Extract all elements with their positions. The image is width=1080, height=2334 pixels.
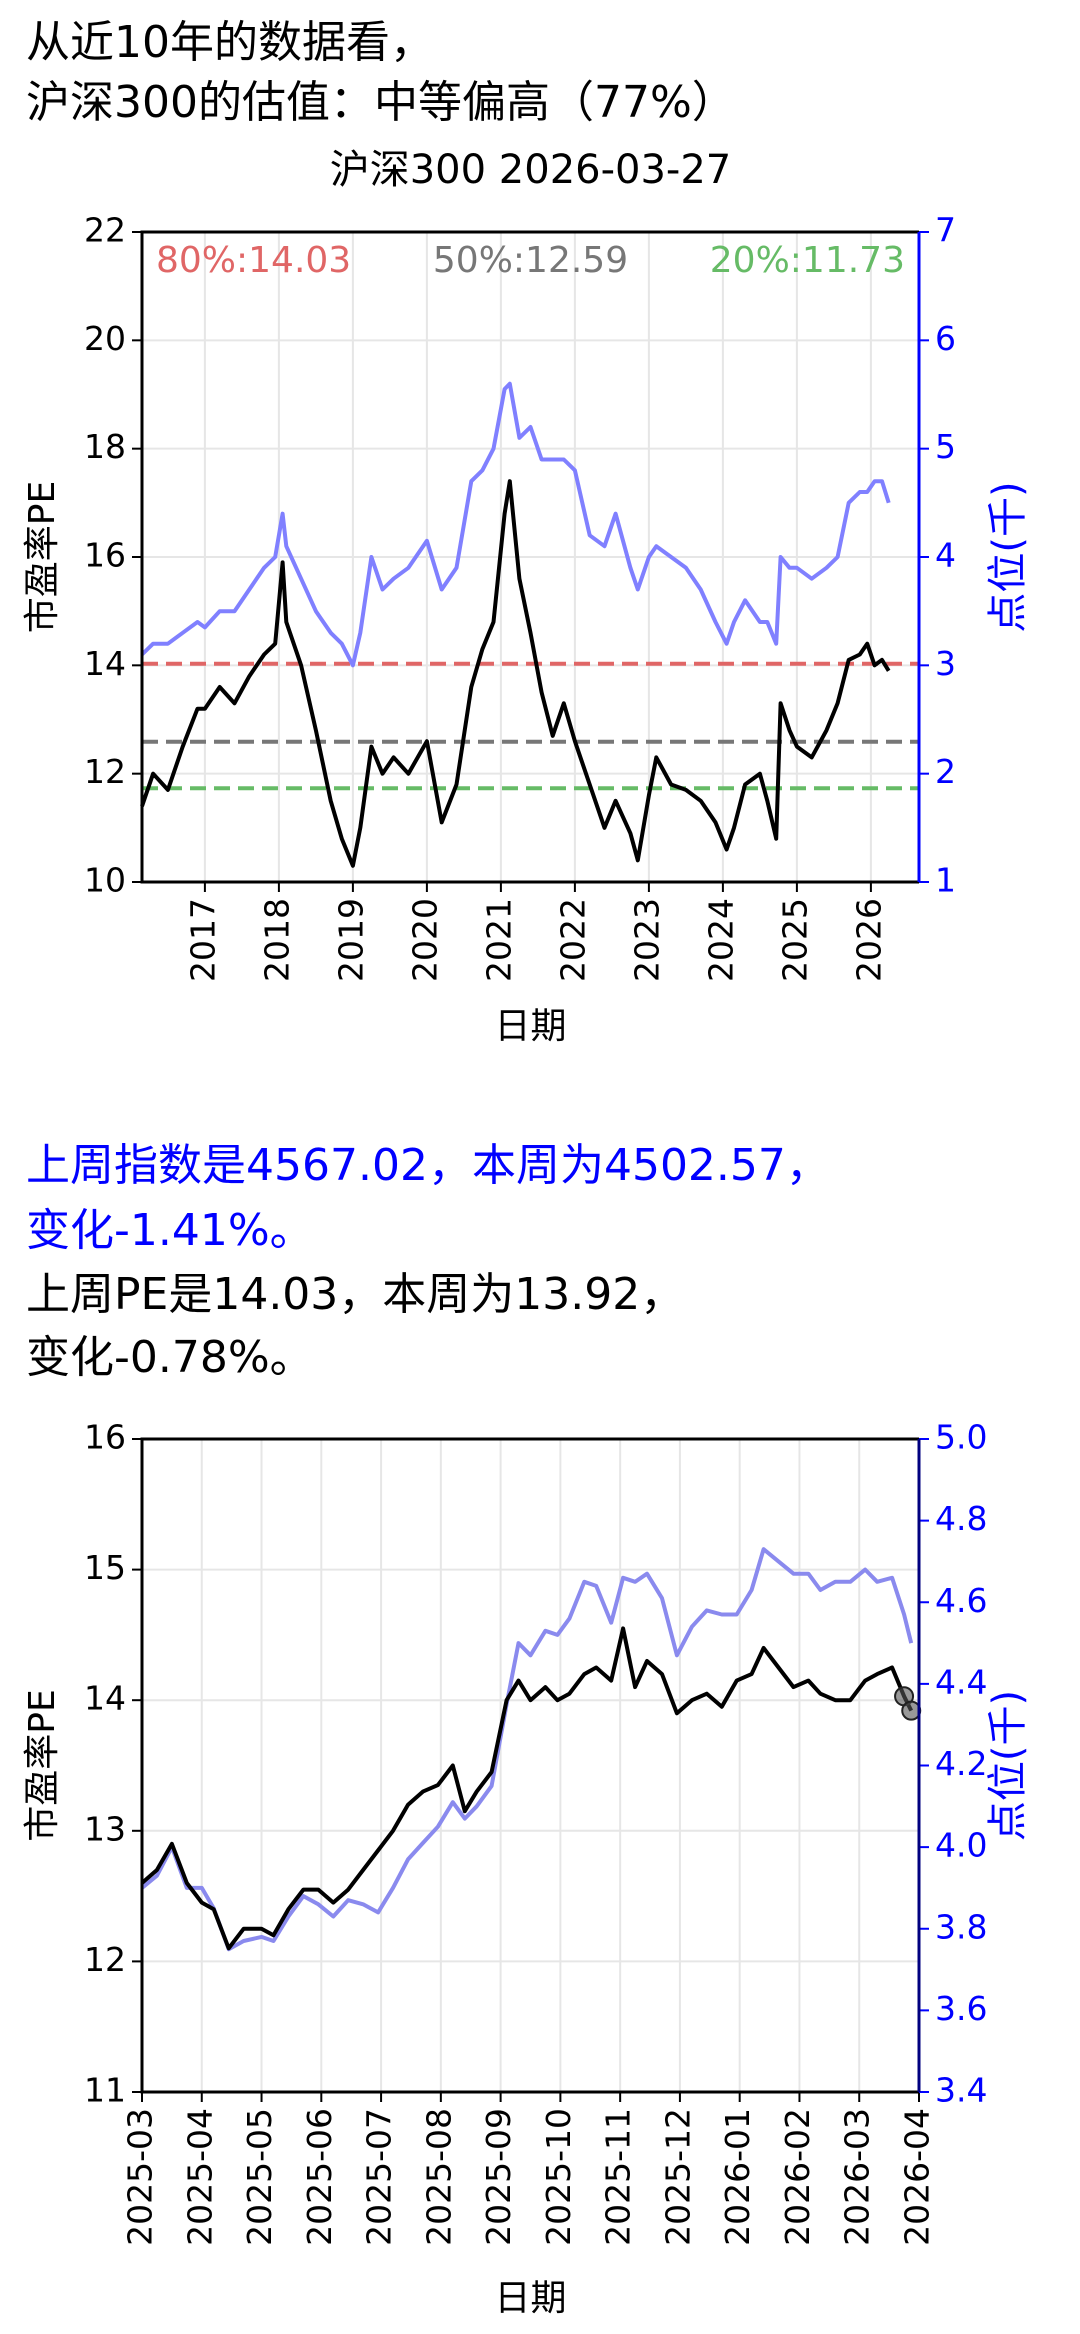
x-axis-label: 日期: [494, 1006, 566, 1047]
x-tick-label: 2023: [627, 898, 666, 982]
x-tick-label: 2025-05: [240, 2108, 279, 2246]
y2-tick-label: 1: [935, 861, 956, 900]
y2-tick-label: 4.2: [935, 1744, 987, 1783]
y2-tick-label: 4.0: [935, 1826, 987, 1865]
y-tick-label: 12: [84, 1940, 126, 1979]
y-axis-label: 市盈率PE: [22, 481, 63, 633]
y2-tick-label: 4: [935, 536, 956, 575]
axis-frame: [140, 230, 919, 884]
x-tick-label: 2025-04: [180, 2108, 219, 2246]
y-tick-label: 22: [84, 211, 126, 250]
x-tick-label: 2026-04: [898, 2108, 937, 2246]
x-tick-label: 2021: [479, 898, 518, 982]
intro-line: 从近10年的数据看，: [26, 17, 434, 68]
x-tick-label: 2026-02: [778, 2108, 817, 2246]
y2-tick-label: 5.0: [935, 1418, 987, 1457]
y2-axis-label: 点位(千): [985, 481, 1031, 632]
x-tick-label: 2026: [849, 898, 888, 982]
y-tick-label: 11: [84, 2071, 126, 2110]
y-tick-label: 20: [84, 319, 126, 358]
y2-tick-label: 4.8: [935, 1499, 987, 1538]
y-tick-label: 13: [84, 1809, 126, 1848]
y2-tick-label: 6: [935, 319, 956, 358]
summary-line: 上周指数是4567.02，本周为4502.57，: [26, 1140, 830, 1191]
summary-line: 上周PE是14.03，本周为13.92，: [26, 1269, 684, 1320]
x-tick-label: 2026-01: [718, 2108, 757, 2246]
y-tick-label: 10: [84, 861, 126, 900]
axis-frame: [140, 1437, 919, 2094]
y2-tick-label: 2: [935, 752, 956, 791]
x-axis-label: 日期: [494, 2278, 566, 2319]
x-tick-label: 2025-12: [658, 2108, 697, 2246]
y2-axis-label: 点位(千): [985, 1690, 1031, 1841]
y-tick-label: 15: [84, 1548, 126, 1587]
y-tick-label: 14: [84, 644, 126, 683]
series-line: [140, 1547, 914, 1952]
x-tick-label: 2024: [701, 898, 740, 982]
y2-tick-label: 3.6: [935, 1989, 987, 2028]
y2-tick-label: 7: [935, 211, 956, 250]
y-tick-label: 18: [84, 427, 126, 466]
y-tick-label: 12: [84, 752, 126, 791]
y2-tick-label: 4.6: [935, 1581, 987, 1620]
y2-tick-label: 5: [935, 427, 956, 466]
x-tick-label: 2025-09: [479, 2108, 518, 2246]
summary-line: 变化-1.41%。: [26, 1205, 314, 1256]
y-tick-label: 16: [84, 536, 126, 575]
y-axis-label: 市盈率PE: [22, 1689, 63, 1841]
y2-tick-label: 4.4: [935, 1662, 987, 1701]
chart-title: 沪深300 2026-03-27: [330, 147, 732, 193]
y-tick-label: 16: [84, 1418, 126, 1457]
x-tick-label: 2022: [553, 898, 592, 982]
x-tick-label: 2017: [183, 898, 222, 982]
series-line: [140, 381, 891, 668]
reference-label: 80%:14.03: [156, 240, 351, 281]
x-tick-label: 2025: [775, 898, 814, 982]
y2-tick-label: 3.8: [935, 1907, 987, 1946]
x-tick-label: 2025-10: [539, 2108, 578, 2246]
x-tick-label: 2018: [257, 898, 296, 982]
y-tick-label: 14: [84, 1679, 126, 1718]
reference-label: 50%:12.59: [433, 240, 628, 281]
x-tick-label: 2025-11: [599, 2108, 638, 2246]
x-tick-label: 2020: [405, 898, 444, 982]
x-tick-label: 2025-07: [360, 2108, 399, 2246]
series-line: [140, 1626, 913, 1951]
x-tick-label: 2025-08: [419, 2108, 458, 2246]
x-tick-label: 2019: [331, 898, 370, 982]
x-tick-label: 2026-03: [838, 2108, 877, 2246]
summary-line: 变化-0.78%。: [26, 1332, 314, 1383]
intro-line: 沪深300的估值：中等偏高（77%）: [26, 77, 736, 128]
reference-label: 20%:11.73: [710, 240, 905, 281]
x-tick-label: 2025-06: [300, 2108, 339, 2246]
y2-tick-label: 3: [935, 644, 956, 683]
x-tick-label: 2025-03: [121, 2108, 160, 2246]
series-line: [140, 479, 891, 868]
y2-tick-label: 3.4: [935, 2071, 987, 2110]
